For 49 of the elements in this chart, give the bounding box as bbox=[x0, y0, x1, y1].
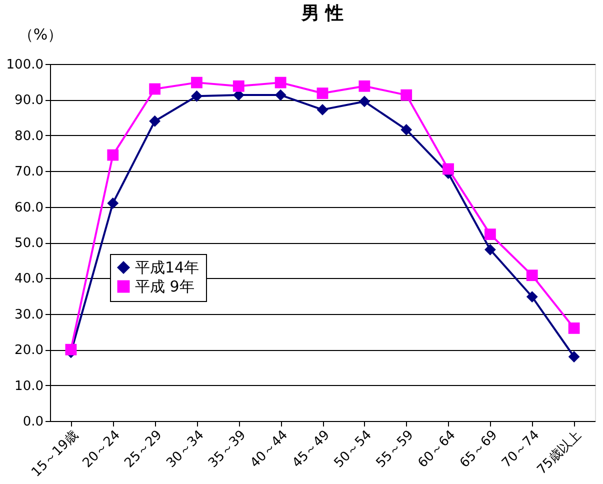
point bbox=[274, 89, 286, 101]
x-tick-label: 65～69 bbox=[457, 428, 501, 471]
point bbox=[149, 115, 161, 127]
point bbox=[400, 89, 412, 101]
point bbox=[149, 83, 161, 95]
point bbox=[107, 198, 119, 209]
point bbox=[274, 76, 286, 88]
y-tick-label: 100.0 bbox=[6, 58, 44, 72]
y-tick-label: 10.0 bbox=[14, 378, 44, 394]
x-tick-label: 20～24 bbox=[80, 428, 124, 471]
point bbox=[232, 80, 244, 92]
x-tick-label: 30～34 bbox=[164, 428, 208, 471]
point bbox=[65, 344, 77, 356]
x-tick-label: 15～19歳 bbox=[28, 428, 82, 480]
point bbox=[358, 96, 370, 108]
point bbox=[484, 244, 496, 256]
y-tick-label: 50.0 bbox=[14, 236, 44, 251]
point bbox=[526, 270, 538, 282]
point bbox=[358, 80, 370, 92]
y-tick-label: 70.0 bbox=[14, 164, 44, 180]
point bbox=[191, 90, 202, 102]
x-tick-label: 55～59 bbox=[374, 428, 417, 471]
x-tick-label: 60～64 bbox=[415, 428, 459, 471]
y-tick-label: 90.0 bbox=[14, 93, 44, 108]
x-tick-label: 50～54 bbox=[332, 428, 375, 471]
point bbox=[484, 228, 496, 240]
y-axis-title: （%） bbox=[18, 26, 63, 44]
y-tick-label: 80.0 bbox=[14, 128, 44, 144]
point bbox=[400, 124, 412, 136]
point bbox=[442, 163, 454, 175]
y-tick-label: 0.0 bbox=[22, 414, 44, 430]
y-tick-label: 20.0 bbox=[14, 343, 44, 358]
y-tick-label: 40.0 bbox=[14, 272, 44, 287]
y-tick-label: 60.0 bbox=[14, 200, 44, 216]
y-tick-label: 30.0 bbox=[14, 307, 44, 322]
chart-title: 男 性 bbox=[300, 3, 344, 24]
point bbox=[568, 322, 580, 334]
point bbox=[107, 149, 119, 161]
point bbox=[316, 104, 328, 116]
point bbox=[316, 88, 328, 99]
legend-label: 平成 9年 bbox=[135, 278, 194, 296]
x-tick-label: 45～49 bbox=[290, 428, 333, 471]
x-tick-label: 25～29 bbox=[122, 428, 166, 471]
x-tick-label: 40～44 bbox=[248, 428, 291, 471]
point bbox=[191, 76, 202, 88]
point bbox=[526, 291, 538, 302]
legend-label: 平成14年 bbox=[135, 258, 200, 276]
point bbox=[568, 351, 580, 362]
x-tick-label: 35～39 bbox=[206, 428, 250, 471]
